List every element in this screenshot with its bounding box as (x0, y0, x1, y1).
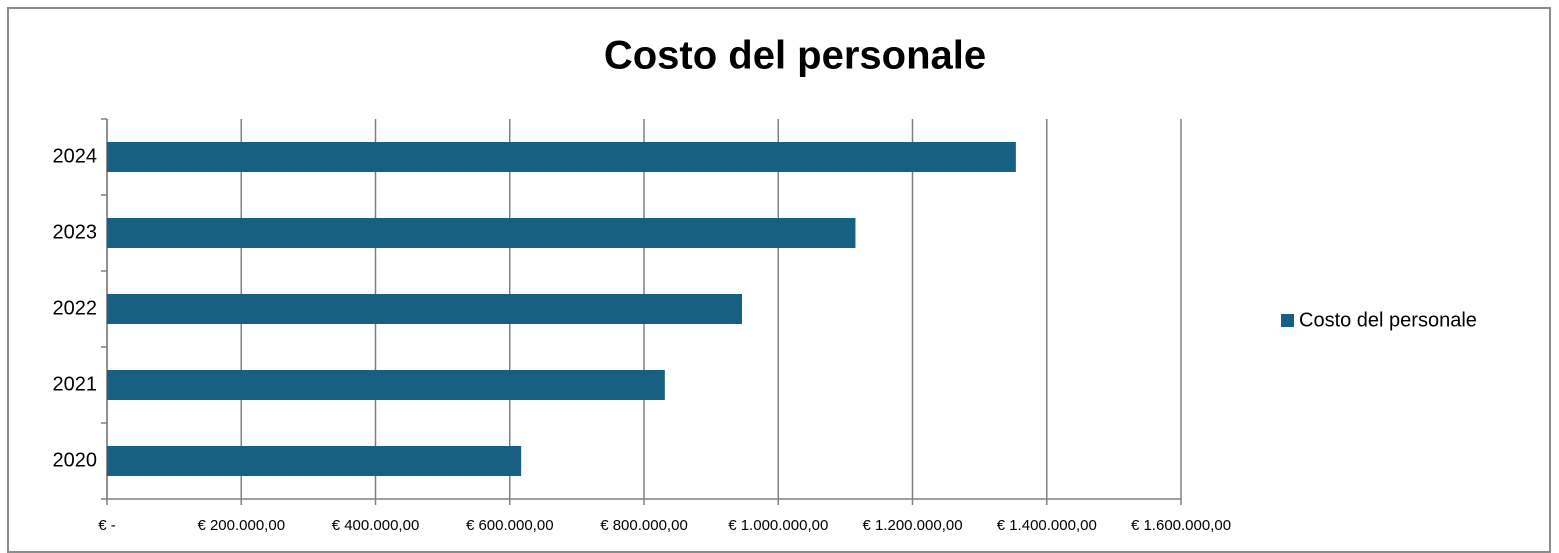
bar (107, 142, 1016, 172)
legend-label: Costo del personale (1299, 309, 1477, 331)
x-tick-label: € 1.600.000,00 (1131, 517, 1231, 534)
chart-title: Costo del personale (604, 34, 986, 78)
y-tick-label: 2023 (53, 221, 98, 243)
x-tick-label: € 400.000,00 (332, 517, 420, 534)
legend-swatch (1281, 314, 1294, 327)
x-tick-label: € 600.000,00 (466, 517, 554, 534)
bar (107, 294, 743, 324)
bar (107, 218, 856, 248)
y-tick-label: 2021 (53, 373, 98, 395)
bar (107, 446, 522, 476)
y-tick-label: 2024 (53, 145, 98, 167)
y-tick-label: 2020 (53, 449, 98, 471)
x-tick-label: € 1.400.000,00 (997, 517, 1097, 534)
x-tick-label: € 1.200.000,00 (862, 517, 962, 534)
x-tick-label: € - (98, 517, 116, 534)
x-tick-label: € 1.000.000,00 (728, 517, 828, 534)
bar (107, 370, 665, 400)
x-tick-label: € 800.000,00 (600, 517, 688, 534)
x-tick-label: € 200.000,00 (197, 517, 285, 534)
y-tick-label: 2022 (53, 297, 98, 319)
